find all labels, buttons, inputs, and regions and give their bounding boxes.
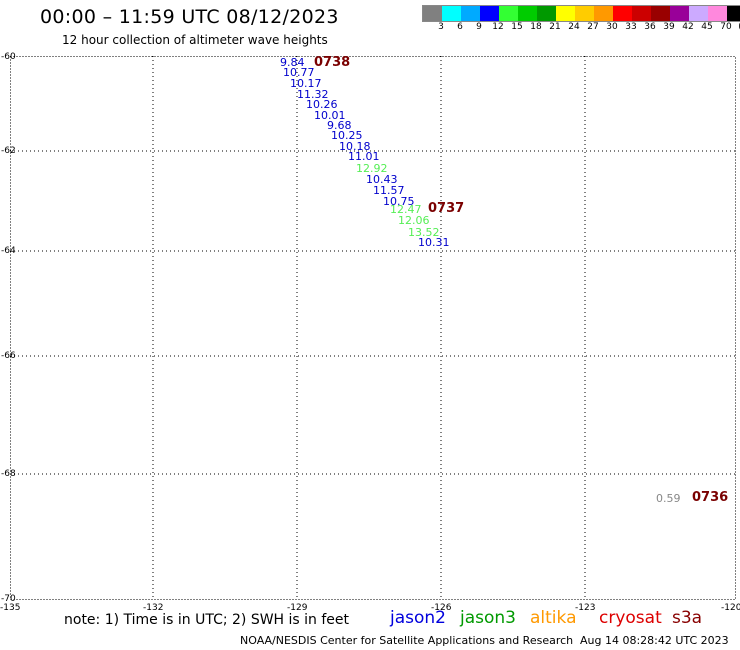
pass-time-tag: 0737	[428, 201, 465, 216]
wave-height-value: 10.17	[290, 77, 322, 90]
wave-height-value: 10.01	[314, 109, 346, 122]
legend-tick-label: 33	[625, 22, 637, 32]
latitude-label: -60	[1, 52, 16, 62]
legend-tick-label: 18	[530, 22, 542, 32]
legend-tick-label: 42	[682, 22, 694, 32]
latitude-label: -70	[1, 594, 16, 604]
wave-height-value: 9.68	[327, 119, 352, 132]
legend-tick-label: 21	[549, 22, 561, 32]
wave-height-value: 12.47	[390, 203, 422, 216]
wave-height-value: 10.26	[306, 98, 338, 111]
wave-height-value: 11.01	[348, 150, 380, 163]
legend-swatch	[670, 6, 689, 21]
legend-swatch	[480, 6, 499, 21]
generated-timestamp: Aug 14 08:28:42 UTC 2023	[580, 634, 729, 647]
legend-swatch	[518, 6, 537, 21]
satellite-label-cryosat: cryosat	[599, 608, 662, 628]
latitude-label: -62	[1, 146, 16, 156]
legend-tick-label: 30	[606, 22, 618, 32]
legend-swatch	[727, 6, 740, 21]
wave-height-value: 10.25	[331, 129, 363, 142]
latitude-label: -68	[1, 469, 16, 479]
legend-swatch	[651, 6, 670, 21]
map-subtitle: 12 hour collection of altimeter wave hei…	[62, 33, 328, 47]
credit-text: NOAA/NESDIS Center for Satellite Applica…	[240, 634, 574, 647]
legend-tick-label: 39	[663, 22, 675, 32]
legend-swatch	[442, 6, 461, 21]
legend-swatch	[594, 6, 613, 21]
lat-lon-grid	[10, 56, 736, 600]
satellite-label-altika: altika	[530, 608, 577, 628]
legend-swatch	[499, 6, 518, 21]
wave-height-value: 0.59	[656, 492, 681, 505]
legend-tick-label: (ft)	[738, 22, 740, 32]
wave-height-value: 13.52	[408, 226, 440, 239]
legend-swatch	[556, 6, 575, 21]
latitude-label: -66	[1, 351, 16, 361]
plot-border	[10, 56, 736, 600]
wave-height-value: 10.18	[339, 140, 371, 153]
legend-tick-label: 36	[644, 22, 656, 32]
legend-swatch	[708, 6, 727, 21]
longitude-label: -132	[143, 603, 164, 613]
legend-tick-label: 9	[476, 22, 482, 32]
longitude-label: -135	[0, 603, 21, 613]
legend-tick-label: 45	[701, 22, 713, 32]
color-legend	[422, 5, 740, 22]
pass-time-tag: 0738	[314, 55, 351, 70]
legend-swatch	[613, 6, 632, 21]
legend-swatch	[423, 6, 442, 21]
legend-tick-label: 6	[457, 22, 463, 32]
pass-time-tag: 0736	[692, 490, 729, 505]
longitude-label: -129	[287, 603, 308, 613]
wave-height-value: 12.92	[356, 162, 388, 175]
longitude-label: -120	[721, 603, 740, 613]
wave-height-value: 10.31	[418, 236, 450, 249]
wave-height-value: 10.77	[283, 66, 315, 79]
longitude-label: -123	[575, 603, 596, 613]
satellite-label-jason2: jason2	[390, 608, 446, 628]
map-plot-area	[10, 56, 736, 600]
legend-swatch	[632, 6, 651, 21]
legend-swatch	[575, 6, 594, 21]
wave-height-value: 9.84	[280, 56, 305, 69]
legend-tick-label: 12	[492, 22, 504, 32]
legend-tick-label: 3	[438, 22, 444, 32]
legend-swatch	[537, 6, 556, 21]
latitude-label: -64	[1, 246, 16, 256]
legend-tick-label: 15	[511, 22, 523, 32]
legend-tick-label: 27	[587, 22, 599, 32]
units-note: note: 1) Time is in UTC; 2) SWH is in fe…	[64, 612, 350, 628]
wave-height-value: 10.43	[366, 173, 398, 186]
legend-swatch	[689, 6, 708, 21]
satellite-label-jason3: jason3	[460, 608, 516, 628]
wave-height-value: 11.57	[373, 184, 405, 197]
wave-height-value: 11.32	[297, 88, 329, 101]
wave-height-value: 12.06	[398, 214, 430, 227]
satellite-label-s3a: s3a	[672, 608, 703, 628]
longitude-label: -126	[431, 603, 452, 613]
wave-height-value: 10.75	[383, 195, 415, 208]
legend-tick-label: 70	[720, 22, 732, 32]
legend-swatch	[461, 6, 480, 21]
map-title: 00:00 – 11:59 UTC 08/12/2023	[40, 6, 339, 28]
legend-tick-label: 24	[568, 22, 580, 32]
